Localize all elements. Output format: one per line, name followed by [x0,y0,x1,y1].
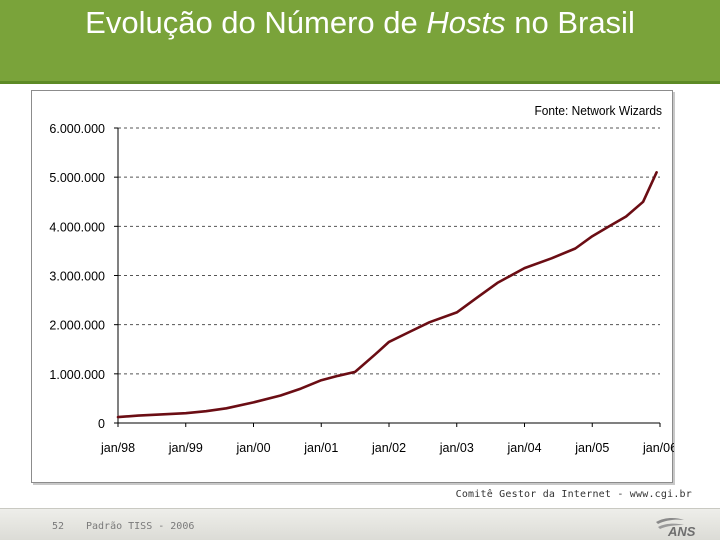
x-tick-label: jan/98 [100,441,135,455]
y-tick-label: 5.000.000 [49,171,105,185]
x-tick-label: jan/01 [303,441,338,455]
title-emphasis: Hosts [426,5,506,40]
x-tick-label: jan/06 [642,441,674,455]
y-tick-label: 2.000.000 [49,319,105,333]
y-tick-label: 0 [98,417,105,431]
x-tick-label: jan/00 [235,441,270,455]
chart-annotation: Fonte: Network Wizards [534,104,662,119]
series-line [116,171,658,419]
y-tick-label: 3.000.000 [49,270,105,284]
y-tick-label: 6.000.000 [49,122,105,136]
hosts-line-chart: Fonte: Network Wizards 0 1.000.000 2.000.00… [49,104,674,455]
chart-frame: Fonte: Network Wizards 0 1.000.000 2.000.00… [31,90,674,483]
x-tick-label: jan/02 [371,441,406,455]
title-part2: no Brasil [505,5,635,40]
x-tick-label: jan/03 [439,441,474,455]
footer-text: Padrão TISS - 2006 [86,521,195,532]
source-credit: Comitê Gestor da Internet - www.cgi.br [455,489,692,500]
page-number: 52 [52,521,65,532]
title-part1: Evolução do Número de [85,5,427,40]
ans-logo-text: ANS [667,524,696,538]
x-tick-label: jan/05 [574,441,609,455]
y-tick-label: 4.000.000 [49,220,105,234]
y-tick-label: 1.000.000 [49,368,105,382]
slide-title: Evolução do Número de Hosts no Brasil [60,4,660,42]
x-tick-label: jan/04 [506,441,541,455]
x-tick-label: jan/99 [168,441,203,455]
footer-bar: 52 Padrão TISS - 2006 ANS [0,508,720,540]
title-bar: Evolução do Número de Hosts no Brasil [0,0,720,84]
ans-logo-icon: ANS [656,517,696,538]
